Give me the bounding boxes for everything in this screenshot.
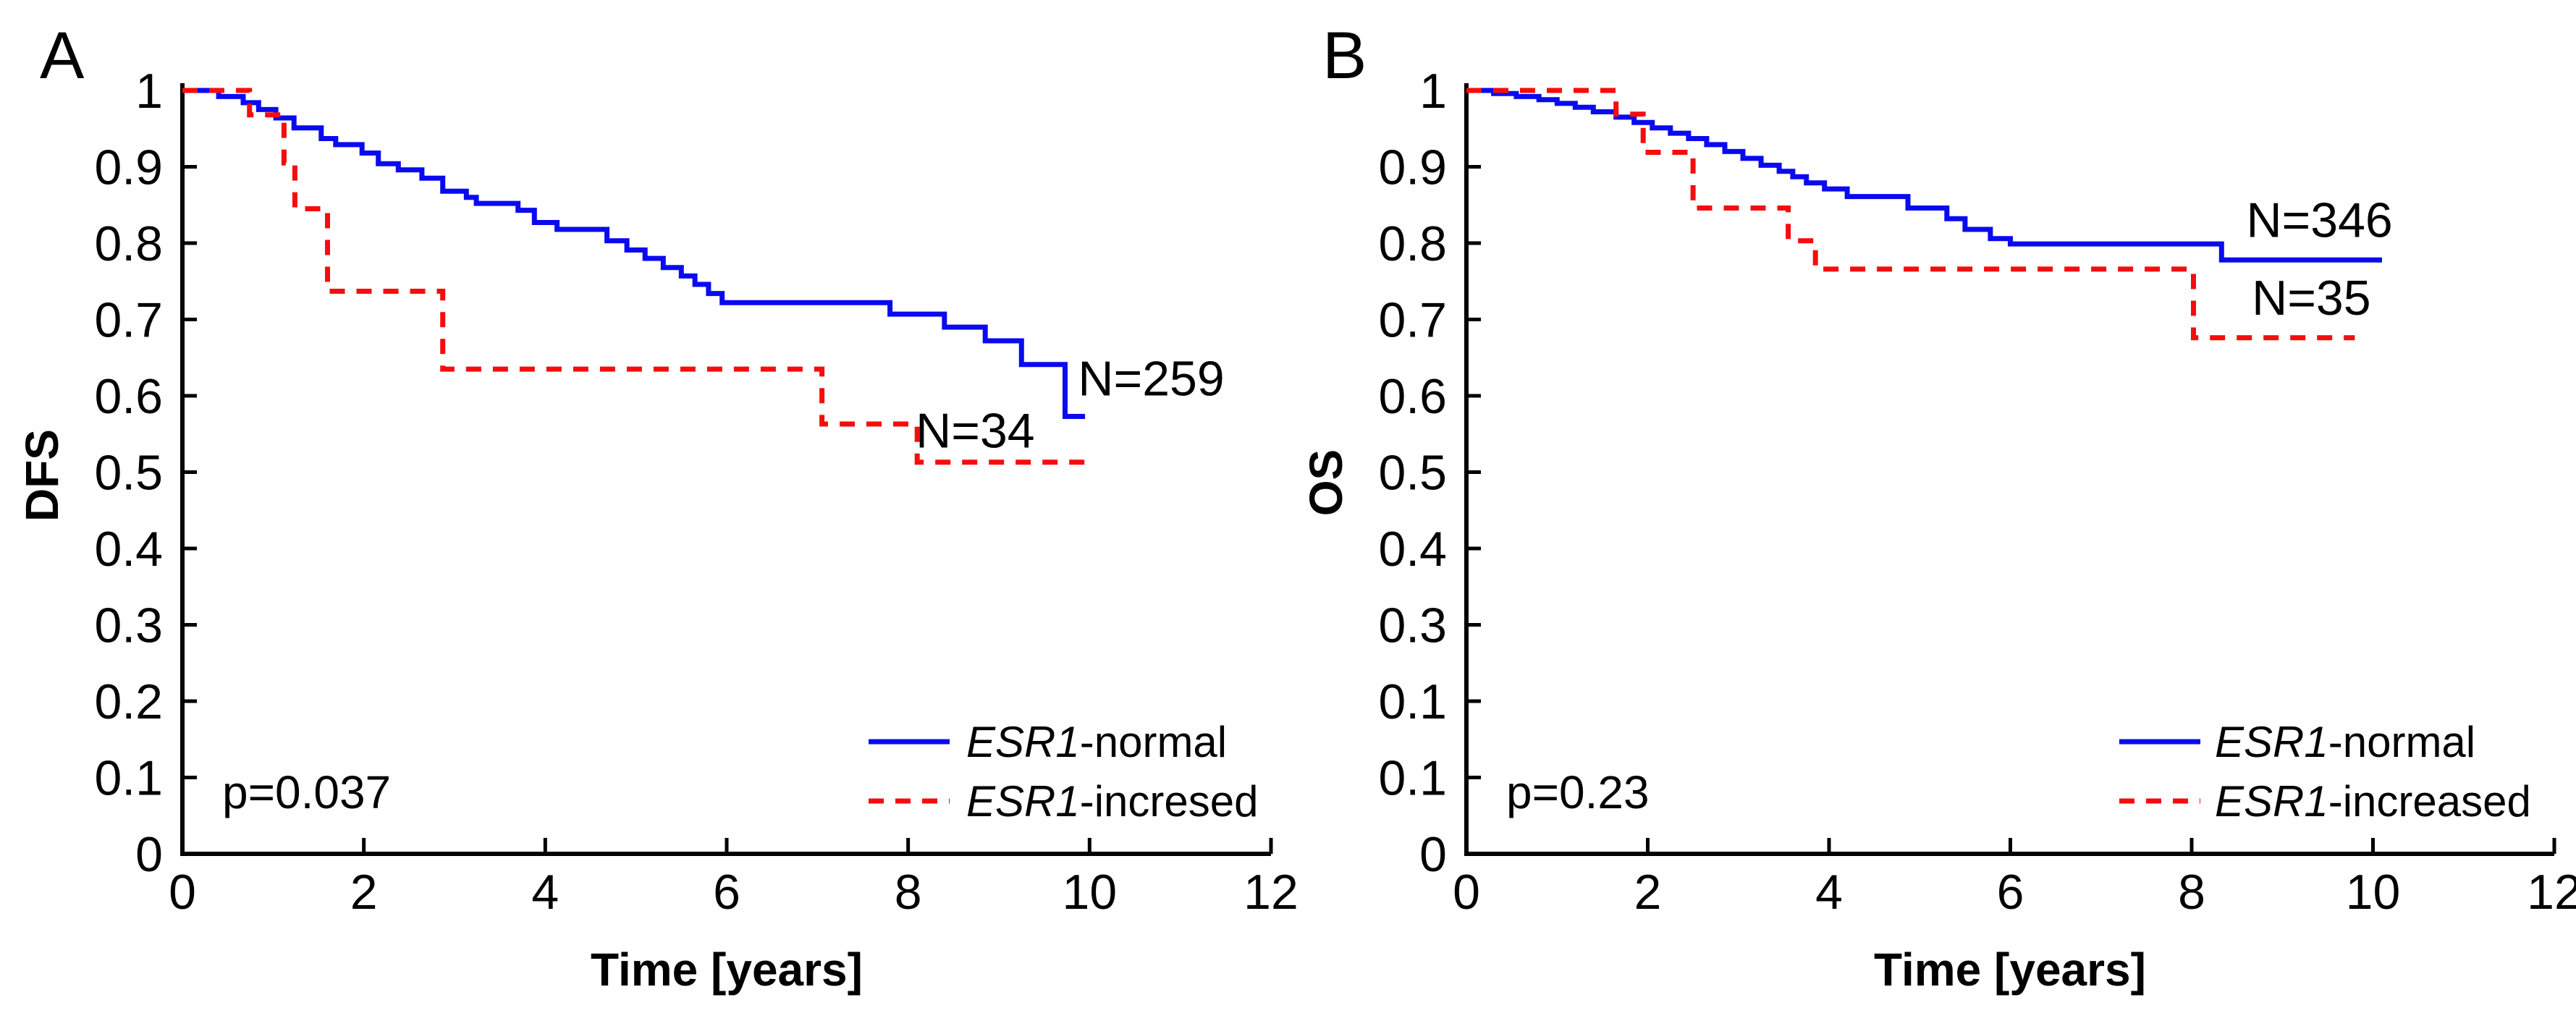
n-label-normal-a: N=259	[1078, 352, 1224, 407]
y-tick-label-b: 1	[1419, 64, 1447, 119]
km-curve-increased-a	[182, 88, 1090, 465]
panel-os: 1 0.9 0.8 0.7 0.6 0.5 0.4 0.3 0.1 0.1 00 2 4 6 8 10 12 N=…	[1300, 19, 2576, 996]
y-tick-label-b: 0	[1419, 827, 1447, 882]
y-tick-label-a: 0.2	[94, 674, 163, 729]
x-tick-label-b: 8	[2178, 865, 2205, 920]
x-tick-label-b: 6	[1997, 865, 2024, 920]
x-tick-label-b: 0	[1453, 865, 1480, 920]
y-tick-label-a: 0	[135, 827, 163, 882]
legend-label-increased-a: ESR1-incresed	[966, 777, 1259, 826]
y-tick-label-b: 0.6	[1378, 369, 1447, 424]
panel-dfs: 1 0.9 0.8 0.7 0.6 0.5 0.4 0.3 0.2 0.1 00 2 4 6 8 10 12 N=…	[16, 19, 1298, 996]
x-tick-label-b: 10	[2346, 865, 2401, 920]
p-value-a: p=0.037	[222, 766, 391, 818]
y-tick-label-a: 0.4	[94, 522, 163, 577]
y-tick-label-b: 0.1	[1378, 674, 1447, 729]
x-tick-label-a: 8	[895, 865, 922, 920]
y-tick-label-b: 0.5	[1378, 446, 1447, 501]
legend-suffix-normal-b: -normal	[2328, 718, 2475, 766]
p-value-b: p=0.23	[1506, 766, 1650, 818]
legend-suffix-normal-a: -normal	[1080, 718, 1227, 766]
x-tick-label-b: 12	[2527, 865, 2576, 920]
n-label-increased-b: N=35	[2252, 271, 2370, 326]
y-tick-label-b: 0.9	[1378, 140, 1447, 195]
x-tick-label-a: 6	[713, 865, 740, 920]
km-curve-normal-a	[182, 88, 1086, 419]
y-tick-label-b: 0.1	[1378, 751, 1447, 806]
legend-label-increased-b: ESR1-increased	[2215, 777, 2531, 826]
y-tick-label-a: 0.7	[94, 293, 163, 348]
legend-gene-normal-b: ESR1	[2215, 718, 2328, 766]
legend-suffix-increased-a: -incresed	[1080, 777, 1259, 826]
y-tick-label-a: 0.8	[94, 216, 163, 271]
y-tick-label-a: 0.9	[94, 140, 163, 195]
x-axis-title-b: Time [years]	[1874, 944, 2146, 996]
y-tick-label-a: 0.1	[94, 751, 163, 806]
legend-gene-increased-b: ESR1	[2215, 777, 2328, 826]
y-tick-label-b: 0.3	[1378, 598, 1447, 653]
y-tick-label-a: 0.6	[94, 369, 163, 424]
legend-label-normal-b: ESR1-normal	[2215, 718, 2475, 766]
y-tick-label-b: 0.8	[1378, 216, 1447, 271]
y-tick-label-a: 0.3	[94, 598, 163, 653]
plot-area-dfs: 1 0.9 0.8 0.7 0.6 0.5 0.4 0.3 0.2 0.1 00 2 4 6 8 10 12 N=…	[94, 64, 1298, 920]
y-tick-label-b: 0.4	[1378, 522, 1447, 577]
n-label-increased-a: N=34	[916, 403, 1034, 458]
plot-area-os: 1 0.9 0.8 0.7 0.6 0.5 0.4 0.3 0.1 0.1 00 2 4 6 8 10 12 N=…	[1378, 64, 2576, 920]
x-tick-label-a: 10	[1063, 865, 1118, 920]
x-tick-label-a: 12	[1243, 865, 1298, 920]
y-tick-label-a: 0.5	[94, 446, 163, 501]
x-tick-label-a: 2	[350, 865, 378, 920]
y-axis-title-dfs: DFS	[16, 429, 68, 522]
panel-letter-a: A	[40, 19, 85, 93]
legend-suffix-increased-b: -increased	[2328, 777, 2531, 826]
x-tick-label-b: 4	[1815, 865, 1843, 920]
x-tick-label-a: 0	[169, 865, 196, 920]
legend-label-normal-a: ESR1-normal	[966, 718, 1227, 766]
panel-letter-b: B	[1322, 19, 1367, 93]
x-tick-label-b: 2	[1634, 865, 1662, 920]
y-tick-label-b: 0.7	[1378, 293, 1447, 348]
x-tick-label-a: 4	[531, 865, 559, 920]
legend-gene-increased-a: ESR1	[966, 777, 1080, 826]
y-axis-title-os: OS	[1300, 449, 1352, 516]
km-curve-normal-b	[1466, 88, 2382, 263]
legend-gene-normal-a: ESR1	[966, 718, 1080, 766]
x-axis-title-a: Time [years]	[591, 944, 863, 996]
y-tick-label-a: 1	[135, 64, 163, 119]
km-curve-increased-b	[1466, 88, 2355, 341]
n-label-normal-b: N=346	[2246, 192, 2392, 247]
